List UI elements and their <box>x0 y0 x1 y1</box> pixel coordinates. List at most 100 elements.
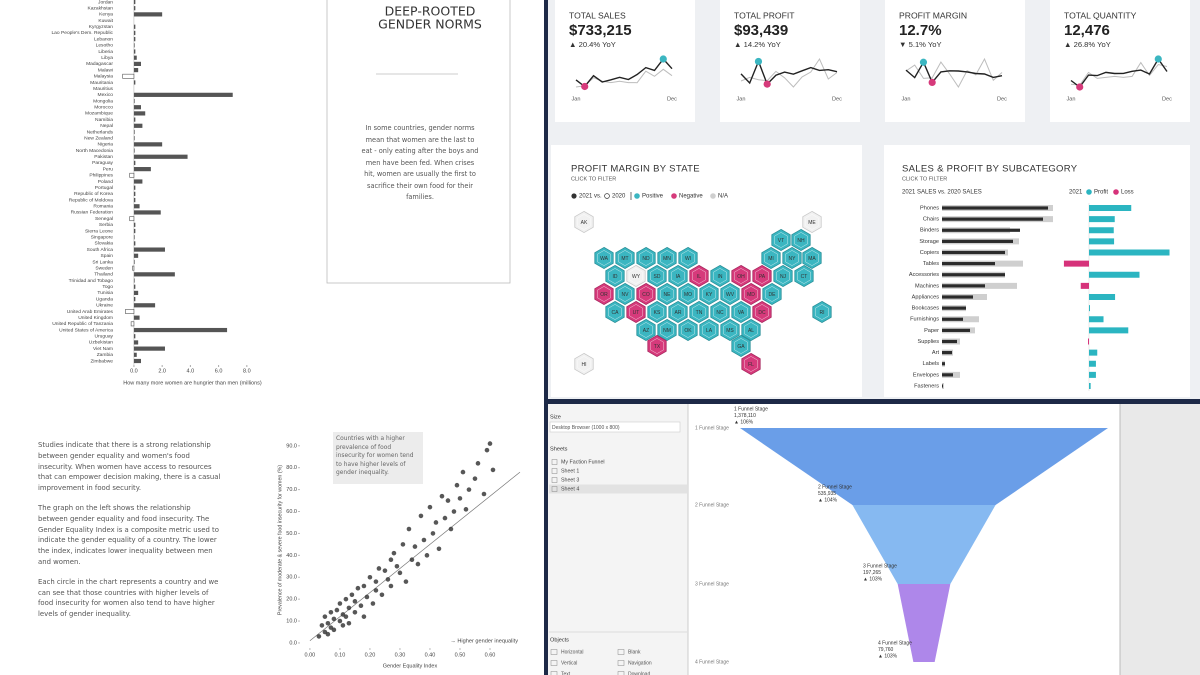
y-tick-label: 40.0 <box>286 553 297 559</box>
profit-bar[interactable] <box>1089 271 1140 278</box>
profit-bar[interactable] <box>1063 260 1089 267</box>
bar[interactable] <box>942 250 1005 255</box>
sheet-item[interactable]: Sheet 4 <box>561 486 579 492</box>
state-hex[interactable] <box>731 264 751 288</box>
state-hex[interactable] <box>615 282 635 306</box>
state-hex[interactable] <box>594 282 614 306</box>
state-hex[interactable] <box>720 282 740 306</box>
object-item[interactable]: Download <box>628 671 650 675</box>
bar[interactable] <box>942 384 943 388</box>
profit-bar[interactable] <box>1089 238 1115 245</box>
state-hex[interactable] <box>668 264 688 288</box>
bar[interactable] <box>942 306 966 310</box>
state-hex[interactable] <box>689 264 709 288</box>
state-hex[interactable] <box>636 246 656 270</box>
state-hex[interactable] <box>605 300 625 324</box>
bar[interactable] <box>942 373 953 377</box>
state-hex[interactable] <box>668 300 688 324</box>
state-hex[interactable] <box>657 282 677 306</box>
object-icon <box>617 671 625 675</box>
bar[interactable] <box>942 217 1043 221</box>
state-hex[interactable] <box>771 228 791 252</box>
state-hex[interactable] <box>699 318 719 342</box>
state-hex[interactable] <box>657 318 677 342</box>
state-hex[interactable] <box>678 246 698 270</box>
bar[interactable] <box>942 317 963 321</box>
state-hex[interactable] <box>782 246 802 270</box>
state-hex[interactable] <box>731 300 751 324</box>
object-item[interactable]: Blank <box>628 649 641 655</box>
state-hex[interactable] <box>605 264 625 288</box>
state-hex[interactable] <box>741 282 761 306</box>
state-hex[interactable] <box>741 318 761 342</box>
bar[interactable] <box>942 262 995 266</box>
category-label: Kazakhstan <box>87 5 113 11</box>
state-hex[interactable] <box>762 282 782 306</box>
state-hex[interactable] <box>752 264 772 288</box>
chart-subtitle: CLICK TO FILTER <box>902 176 947 182</box>
state-hex[interactable] <box>615 246 635 270</box>
state-hex[interactable] <box>773 264 793 288</box>
profit-bar[interactable] <box>1089 383 1091 389</box>
bar[interactable] <box>942 295 973 299</box>
state-hex[interactable] <box>636 282 656 306</box>
profit-bar[interactable] <box>1089 327 1129 334</box>
state-hex[interactable] <box>710 264 730 288</box>
state-hex[interactable] <box>802 246 822 270</box>
object-item[interactable]: Text <box>561 671 571 675</box>
state-hex[interactable] <box>794 264 814 288</box>
sparkline <box>1070 61 1168 86</box>
profit-bar[interactable] <box>1088 338 1089 345</box>
profit-bar[interactable] <box>1089 216 1115 223</box>
object-item[interactable]: Horizontal <box>561 649 584 655</box>
state-hex[interactable] <box>802 210 822 234</box>
profit-bar[interactable] <box>1089 227 1114 234</box>
state-hex[interactable] <box>689 300 709 324</box>
bar[interactable] <box>942 284 985 288</box>
state-hex[interactable] <box>761 246 781 270</box>
state-hex[interactable] <box>657 246 677 270</box>
state-hex[interactable] <box>720 318 740 342</box>
bar[interactable] <box>942 228 1020 232</box>
state-hex[interactable] <box>647 264 667 288</box>
state-hex[interactable] <box>678 318 698 342</box>
profit-bar[interactable] <box>1089 349 1098 356</box>
bar[interactable] <box>942 351 952 355</box>
bar[interactable] <box>942 239 1013 243</box>
bar[interactable] <box>942 328 970 332</box>
state-hex[interactable] <box>710 300 730 324</box>
profit-bar[interactable] <box>1089 305 1090 312</box>
sheet-item[interactable]: Sheet 3 <box>561 477 579 483</box>
state-hex[interactable] <box>636 318 656 342</box>
profit-bar[interactable] <box>1089 205 1132 211</box>
profit-bar[interactable] <box>1089 249 1170 256</box>
size-dropdown[interactable] <box>549 421 681 433</box>
state-hex[interactable] <box>574 352 594 376</box>
profit-bar[interactable] <box>1089 371 1096 378</box>
state-hex[interactable] <box>731 334 751 358</box>
state-hex[interactable] <box>626 264 646 288</box>
state-hex[interactable] <box>699 282 719 306</box>
profit-bar[interactable] <box>1089 294 1116 300</box>
object-item[interactable]: Navigation <box>628 660 652 666</box>
state-hex[interactable] <box>791 228 811 252</box>
profit-bar[interactable] <box>1089 360 1096 367</box>
object-item[interactable]: Vertical <box>561 660 577 666</box>
state-hex[interactable] <box>741 352 761 376</box>
state-hex[interactable] <box>626 300 646 324</box>
profit-bar[interactable] <box>1080 282 1089 289</box>
state-hex[interactable] <box>647 334 667 358</box>
state-hex[interactable] <box>594 246 614 270</box>
sheet-item[interactable]: My Faction Funnel <box>561 459 605 465</box>
state-hex[interactable] <box>574 210 594 234</box>
bar[interactable] <box>942 362 945 366</box>
sheet-item[interactable]: Sheet 1 <box>561 468 579 474</box>
state-hex[interactable] <box>647 300 667 324</box>
bar[interactable] <box>942 206 1048 210</box>
bar[interactable] <box>942 339 957 344</box>
state-hex[interactable] <box>812 300 832 324</box>
bar[interactable] <box>942 273 1005 277</box>
profit-bar[interactable] <box>1089 316 1104 323</box>
state-hex[interactable] <box>752 300 772 324</box>
state-hex[interactable] <box>678 282 698 306</box>
